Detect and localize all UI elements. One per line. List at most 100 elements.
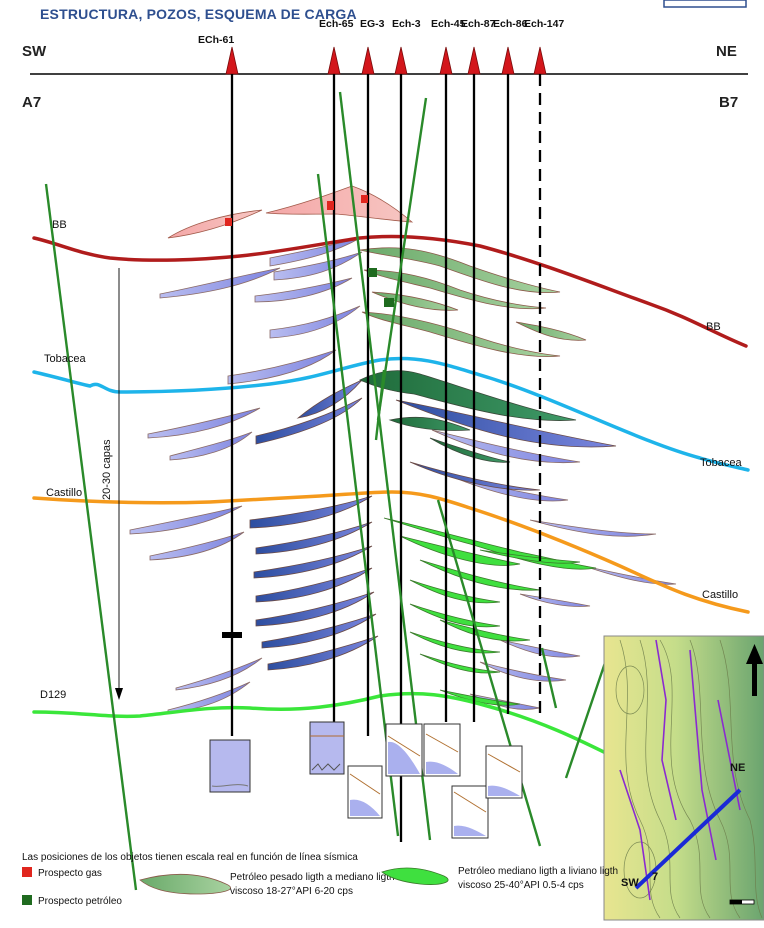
well-log-boxes xyxy=(209,721,523,839)
label-bb-left: BB xyxy=(52,219,67,231)
heavy-lens xyxy=(175,657,263,691)
label-castillo-right: Castillo xyxy=(702,589,738,601)
heavy-lens xyxy=(519,593,591,607)
oil-lens-dark xyxy=(388,416,471,431)
legend-heavy-swatch xyxy=(139,874,231,895)
well-marker-ech61 xyxy=(225,46,239,75)
gas-prospect-marker xyxy=(327,201,334,210)
layers-arrow-head xyxy=(115,688,123,700)
heavy-lens-dark xyxy=(409,461,541,491)
well-label-ech45: Ech-45 xyxy=(431,18,466,30)
legend-heavy-line2: viscoso 18-27°API 6-20 cps xyxy=(230,886,353,897)
oil-prospect-marker xyxy=(368,268,377,277)
well-marker-ech87 xyxy=(467,46,481,75)
label-d129: D129 xyxy=(40,689,66,701)
heavy-lens-dark xyxy=(267,635,379,671)
legend-oil-swatch xyxy=(22,895,32,905)
fault xyxy=(338,91,432,841)
fault xyxy=(540,647,558,709)
heavy-lens-dark xyxy=(255,397,363,445)
heavy-lens-dark xyxy=(261,613,377,649)
green-dark-lenses xyxy=(359,370,577,463)
heavy-lens-dark xyxy=(253,545,373,579)
north-arrow-icon xyxy=(746,644,763,696)
heavy-lens-dark xyxy=(296,379,363,419)
well-marker-eg3 xyxy=(361,46,375,75)
well-label-ech86: Ech-86 xyxy=(493,18,528,30)
well-markers xyxy=(225,46,547,75)
scale-bar-icon xyxy=(729,899,755,905)
label-tobacea-right: Tobacea xyxy=(700,457,742,469)
corner-frame xyxy=(663,0,747,8)
well-label-ech3: Ech-3 xyxy=(392,18,421,30)
log-box-ech65 xyxy=(309,721,345,775)
gas-prospect-marker xyxy=(361,195,368,203)
well-label-ech61: ECh-61 xyxy=(198,34,234,46)
dir-left: SW xyxy=(22,43,47,60)
log-box-ech45 xyxy=(423,723,461,777)
point-left: A7 xyxy=(22,94,41,111)
well-label-ech87: Ech-87 xyxy=(461,18,496,30)
prospect-markers xyxy=(222,195,394,638)
dark-blue-lenses xyxy=(249,379,617,671)
oil-lens xyxy=(363,269,547,310)
legend-oil-label: Prospecto petróleo xyxy=(38,896,122,907)
legend-light-swatch xyxy=(381,867,449,885)
gas-lenses xyxy=(167,185,414,239)
inset-label-ne: NE xyxy=(730,762,745,774)
oil-lens-dark xyxy=(359,370,577,421)
section-line-a7-b7 xyxy=(634,788,742,890)
fault xyxy=(44,183,138,891)
fault xyxy=(316,173,400,837)
horizon-bb xyxy=(32,234,748,348)
heavy-lens-dark xyxy=(395,399,617,448)
olive-lenses xyxy=(359,247,587,357)
diagram-title: ESTRUCTURA, POZOS, ESQUEMA DE CARGA xyxy=(40,6,357,22)
gas-prospect-marker xyxy=(225,218,232,226)
layers-label: 20-30 capas xyxy=(101,439,113,500)
fault xyxy=(564,647,612,779)
point-right: B7 xyxy=(719,94,738,111)
inset-label-sw: SW xyxy=(621,877,639,889)
oil-lens-dark xyxy=(429,437,511,463)
oil-lens xyxy=(359,247,561,293)
horizon-tobacea xyxy=(32,356,750,472)
light-lens xyxy=(409,579,501,604)
heavy-lens xyxy=(254,277,353,303)
heavy-lens xyxy=(529,519,657,537)
fault xyxy=(436,499,542,847)
oil-prospect-marker xyxy=(384,298,394,307)
heavy-lens xyxy=(159,267,281,299)
legend: Las posiciones de los objetos tienen esc… xyxy=(22,852,618,907)
heavy-lens xyxy=(129,505,243,535)
well-label-ech147: Ech-147 xyxy=(524,18,564,30)
light-lens xyxy=(399,535,521,566)
legend-gas-label: Prospecto gas xyxy=(38,868,102,879)
log-box-ech3 xyxy=(385,723,423,777)
log-box-eg3 xyxy=(347,765,383,819)
heavy-lens xyxy=(269,305,361,339)
heavy-lens-dark xyxy=(255,521,373,555)
heavy-lens xyxy=(147,407,261,439)
well-bores xyxy=(230,74,542,842)
fault xyxy=(374,369,386,441)
light-lens xyxy=(409,603,501,628)
legend-note: Las posiciones de los objetos tienen esc… xyxy=(22,852,358,863)
horizon-castillo xyxy=(32,490,750,614)
log-box-ech87 xyxy=(451,785,489,839)
heavy-lens xyxy=(431,429,581,464)
heavy-lens xyxy=(583,565,677,585)
light-lens xyxy=(409,631,501,654)
label-castillo-left: Castillo xyxy=(46,487,82,499)
heavy-lens xyxy=(273,251,363,281)
well-label-ech65: Ech-65 xyxy=(319,18,354,30)
legend-light-line1: Petróleo mediano ligth a liviano ligth xyxy=(458,866,618,877)
well-marker-ech65 xyxy=(327,46,341,75)
well-label-eg3: EG-3 xyxy=(360,18,385,30)
inset-contours xyxy=(615,639,763,919)
legend-heavy-line1: Petróleo pesado ligth a mediano ligth xyxy=(230,872,395,883)
well-labels: ECh-61 Ech-65 EG-3 Ech-3 Ech-45 Ech-87 E… xyxy=(198,18,564,46)
heavy-oil-lenses xyxy=(129,237,677,713)
inset-background xyxy=(603,635,764,921)
